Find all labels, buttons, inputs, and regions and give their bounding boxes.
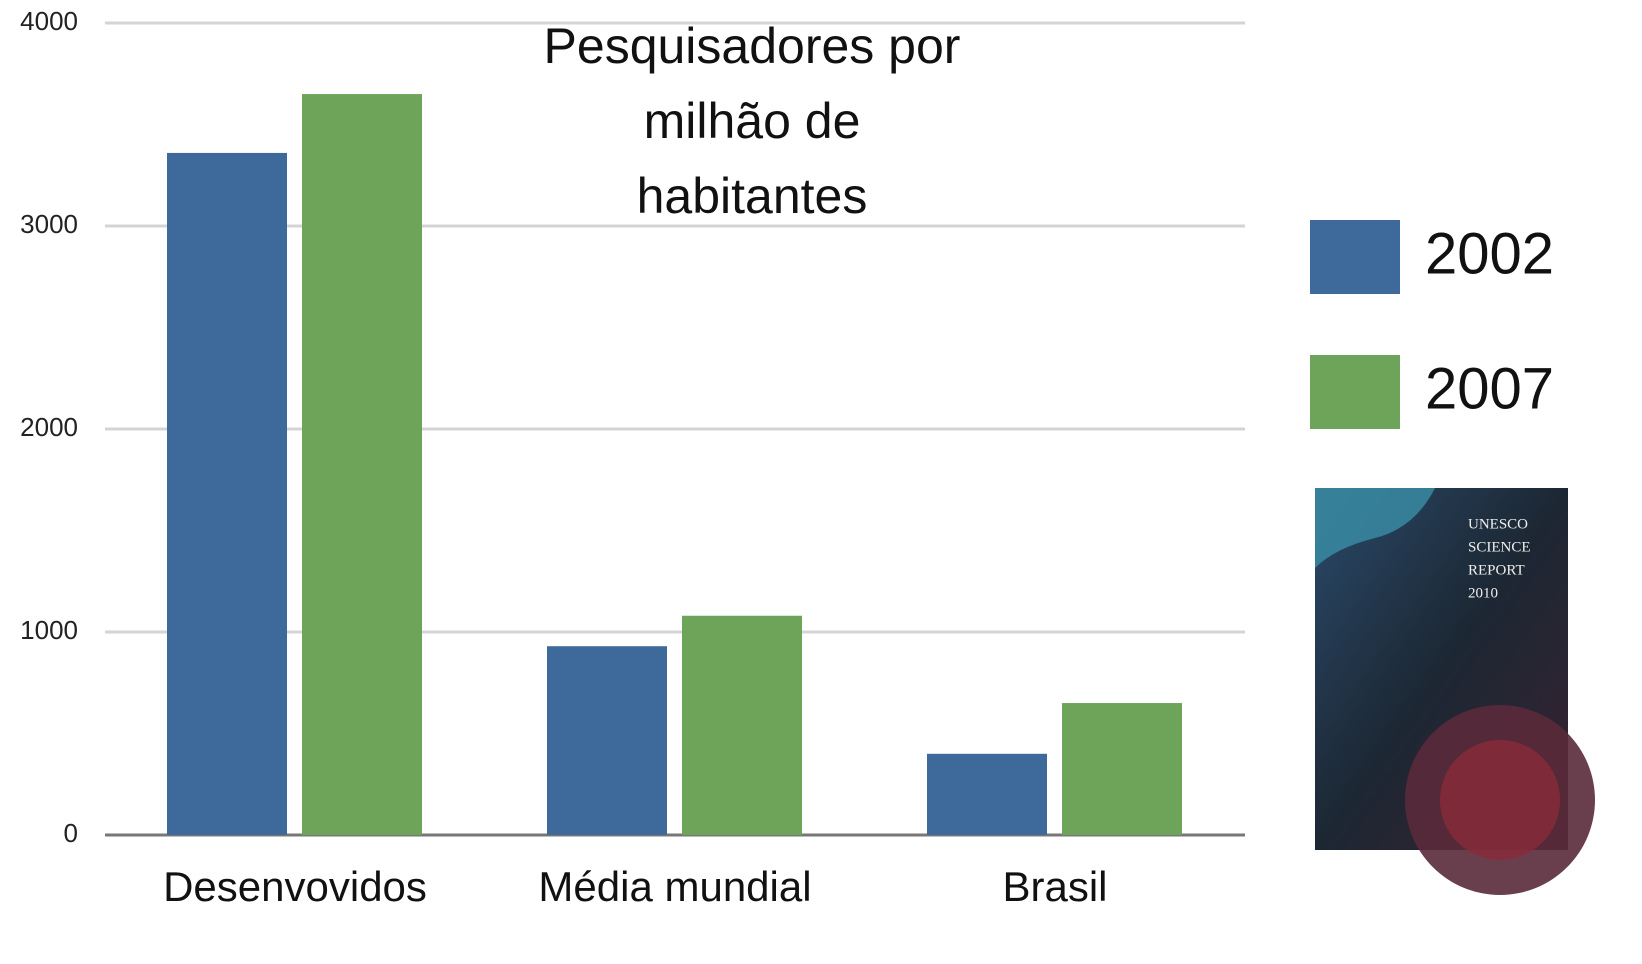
- cover-text: SCIENCE: [1468, 539, 1531, 555]
- y-tick-label: 1000: [20, 615, 78, 645]
- legend-label: 2007: [1425, 356, 1554, 421]
- chart: 0 1000 2000 3000 4000 Desenvovidos Média mundi…: [0, 0, 1642, 959]
- legend-label: 2002: [1425, 221, 1554, 286]
- cover-image: [1315, 488, 1595, 895]
- y-tick-label: 4000: [20, 6, 78, 36]
- bar: [682, 616, 802, 835]
- bar: [302, 94, 422, 835]
- legend-swatch: [1310, 355, 1400, 429]
- x-tick-label: Média mundial: [538, 863, 811, 910]
- y-tick-label: 3000: [20, 209, 78, 239]
- chart-title: milhão de: [644, 93, 861, 149]
- bar: [167, 153, 287, 835]
- chart-title: habitantes: [637, 168, 868, 224]
- legend-swatch: [1310, 220, 1400, 294]
- y-tick-label: 0: [64, 818, 78, 848]
- x-tick-label: Desenvovidos: [163, 863, 427, 910]
- cover-text: 2010: [1468, 585, 1498, 601]
- chart-title: Pesquisadores por: [544, 18, 961, 74]
- bar: [547, 646, 667, 835]
- bar: [1062, 703, 1182, 835]
- x-tick-label: Brasil: [1002, 863, 1107, 910]
- cover-text: REPORT: [1468, 562, 1525, 578]
- y-tick-label: 2000: [20, 412, 78, 442]
- cover-text: UNESCO: [1468, 516, 1528, 532]
- bar: [927, 754, 1047, 835]
